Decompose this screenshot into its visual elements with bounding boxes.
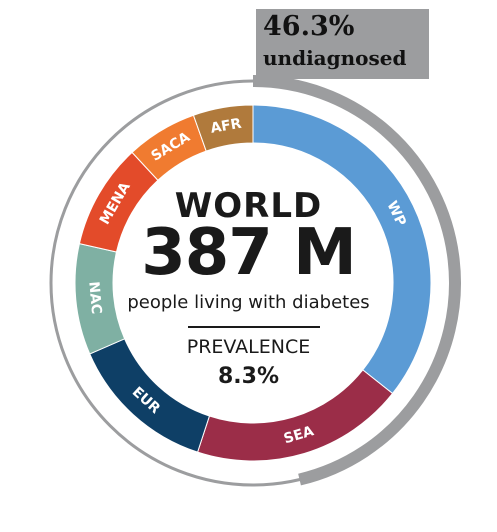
undiagnosed-percent: 46.3%: [263, 11, 355, 42]
prevalence-value: 8.3%: [217, 364, 279, 389]
undiagnosed-label: undiagnosed: [263, 46, 407, 70]
divider-line: [188, 326, 320, 328]
undiagnosed-callout: 46.3% undiagnosed: [256, 9, 429, 79]
segment-label-nac: NAC: [85, 281, 104, 315]
total-people-value: 387 M: [141, 216, 357, 290]
prevalence-label: PREVALENCE: [186, 336, 311, 358]
people-living-subtitle: people living with diabetes: [127, 292, 370, 313]
segment-label-afr: AFR: [209, 116, 243, 137]
undiagnosed-arc: [252, 75, 461, 486]
segment-afr: [192, 104, 254, 152]
region-title: WORLD: [174, 186, 323, 226]
